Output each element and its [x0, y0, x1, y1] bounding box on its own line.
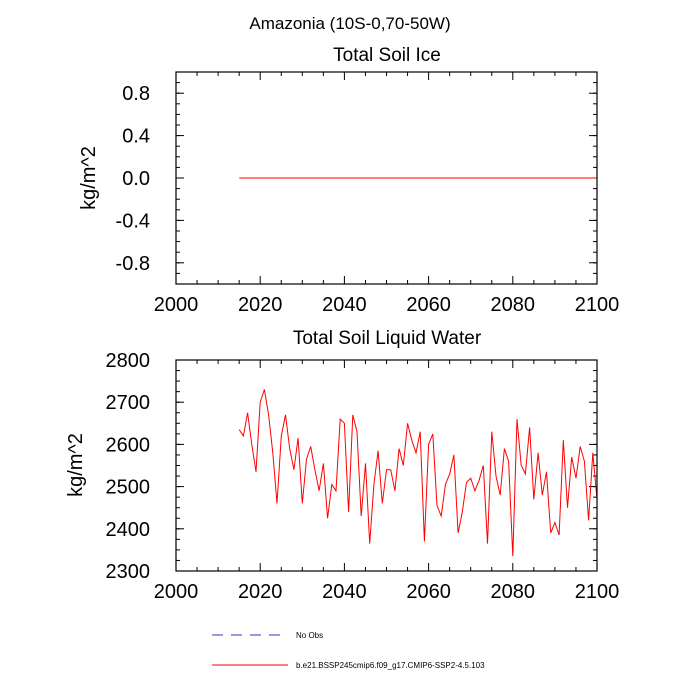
x-tick-label: 2000	[154, 581, 199, 603]
x-tick-label: 2000	[154, 294, 199, 316]
y-tick-label: 2600	[106, 434, 151, 456]
x-tick-label: 2040	[322, 294, 367, 316]
y-axis-label: kg/m^2	[65, 433, 87, 497]
y-tick-label: 2500	[106, 477, 151, 499]
panel-title: Total Soil Ice	[333, 45, 441, 66]
x-tick-label: 2020	[238, 294, 283, 316]
x-tick-label: 2100	[575, 581, 620, 603]
y-tick-label: -0.4	[116, 210, 150, 232]
x-tick-label: 2060	[406, 581, 451, 603]
x-tick-label: 2040	[322, 581, 367, 603]
panel-total-soil-ice: Total Soil Ice kg/m^2 2000 2020 2040 2060 20…	[78, 45, 619, 316]
x-tick-label: 2080	[491, 581, 536, 603]
panel-total-soil-liquid-water: Total Soil Liquid Water kg/m^2 2000 2020 2…	[65, 328, 619, 603]
legend-label-model: b.e21.BSSP245cmip6.f09_g17.CMIP6-SSP2-4.…	[296, 661, 485, 670]
y-tick-label: 2800	[106, 350, 151, 372]
y-tick-label: 2300	[106, 561, 151, 583]
y-axis-label: kg/m^2	[78, 146, 100, 210]
y-tick-label: 0.8	[122, 83, 150, 105]
figure-suptitle: Amazonia (10S-0,70-50W)	[249, 14, 450, 33]
x-tick-label: 2020	[238, 581, 283, 603]
panel-title: Total Soil Liquid Water	[293, 328, 482, 349]
x-tick-label: 2060	[406, 294, 451, 316]
y-tick-label: 0.0	[122, 168, 150, 190]
x-tick-label: 2100	[575, 294, 620, 316]
series-line	[238, 389, 598, 557]
y-tick-label: 0.4	[122, 126, 150, 148]
y-tick-label: 2400	[106, 519, 151, 541]
y-tick-label: 2700	[106, 392, 151, 414]
legend-label-no-obs: No Obs	[296, 631, 323, 640]
plot-frame	[175, 71, 598, 285]
y-tick-label: -0.8	[116, 253, 150, 275]
x-tick-label: 2080	[491, 294, 536, 316]
legend: No Obs b.e21.BSSP245cmip6.f09_g17.CMIP6-…	[212, 631, 485, 670]
plot-frame	[175, 359, 598, 572]
